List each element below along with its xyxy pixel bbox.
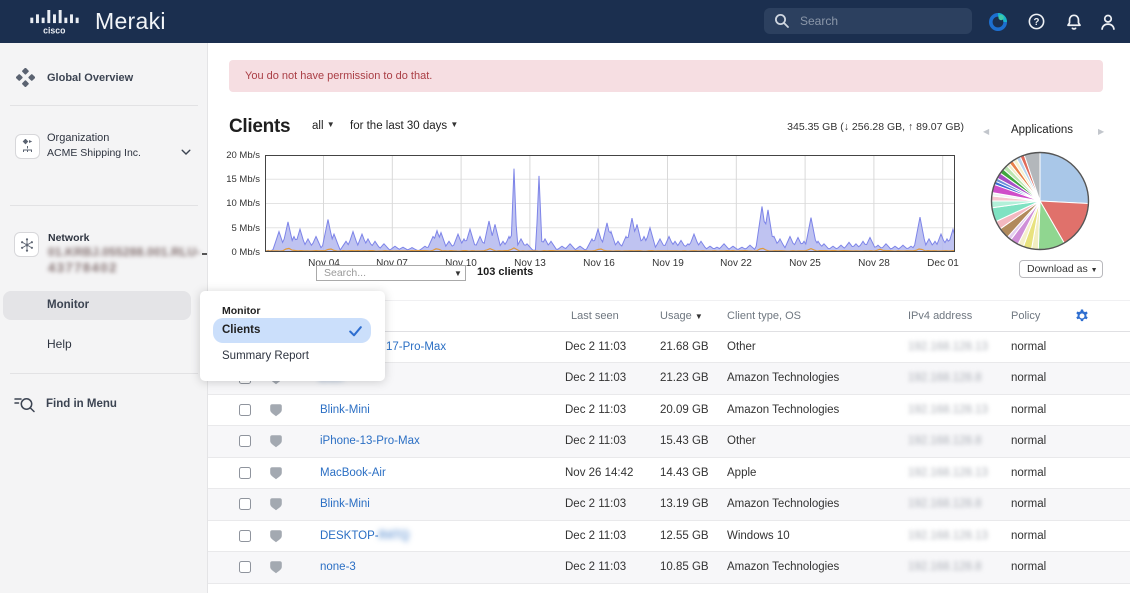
svg-text:cisco: cisco (43, 25, 65, 34)
svg-text:?: ? (1034, 17, 1040, 28)
